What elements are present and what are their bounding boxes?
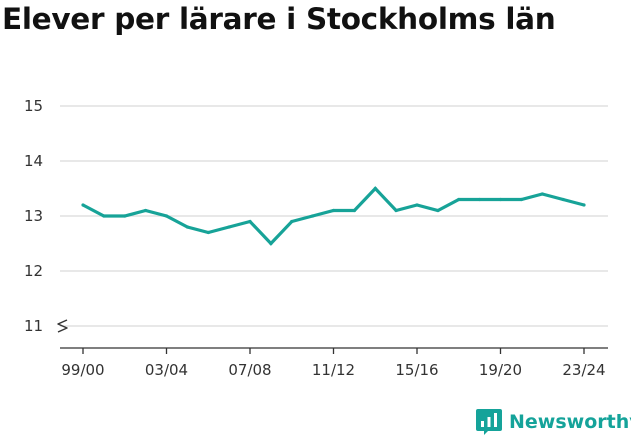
x-tick-label-03-04: 03/04 <box>145 361 188 379</box>
gridlines <box>60 105 608 327</box>
data-point-09-10 <box>290 219 294 224</box>
data-point-23-24 <box>582 203 586 207</box>
data-point-06-07 <box>227 225 231 229</box>
data-point-08-09 <box>269 241 273 246</box>
x-tick-label-15-16: 15/16 <box>395 361 438 379</box>
series-layer <box>81 186 586 246</box>
data-point-17-18 <box>457 197 461 202</box>
data-point-00-01 <box>102 214 106 218</box>
data-point-01-02 <box>123 214 127 218</box>
data-point-04-05 <box>185 225 189 229</box>
data-point-12-13 <box>352 208 356 213</box>
data-point-20-21 <box>519 197 524 202</box>
y-tick-label-15: 15 <box>24 97 43 115</box>
y-tick-label-11: 11 <box>24 317 43 335</box>
x-axis <box>57 319 608 354</box>
x-axis-labels: 99/00 03/04 07/08 11/12 15/16 19/20 23/24 <box>61 361 605 379</box>
x-tick-label-99-00: 99/00 <box>61 361 104 379</box>
brand-name: Newsworthy <box>509 411 631 433</box>
data-point-21-22 <box>540 192 544 196</box>
data-point-02-03 <box>144 208 148 213</box>
data-point-03-04 <box>164 214 169 218</box>
x-tick-label-19-20: 19/20 <box>479 361 522 379</box>
data-point-07-08 <box>248 219 252 224</box>
data-point-18-19 <box>478 197 482 202</box>
data-point-15-16 <box>415 203 419 207</box>
data-point-16-17 <box>436 208 440 213</box>
x-tick-label-07-08: 07/08 <box>228 361 271 379</box>
x-tick-label-11-12: 11/12 <box>312 361 355 379</box>
data-point-05-06 <box>206 230 210 235</box>
data-point-14-15 <box>394 208 398 213</box>
y-tick-label-14: 14 <box>24 152 43 170</box>
data-point-10-11 <box>311 214 315 218</box>
axis-break-icon <box>57 319 68 333</box>
newsworthy-logo-icon <box>476 409 502 435</box>
data-point-13-14 <box>373 186 377 191</box>
data-point-22-23 <box>561 197 565 202</box>
y-tick-label-13: 13 <box>24 207 43 225</box>
y-axis-labels: 11 12 13 14 15 <box>24 97 43 335</box>
data-point-99-00 <box>81 203 85 207</box>
y-tick-label-12: 12 <box>24 262 43 280</box>
chart-title: Elever per lärare i Stockholms län <box>2 2 556 36</box>
newsworthy-brand: Newsworthy <box>476 409 631 435</box>
data-point-19-20 <box>498 197 503 202</box>
x-tick-label-23-24: 23/24 <box>562 361 605 379</box>
data-point-11-12 <box>331 208 336 213</box>
